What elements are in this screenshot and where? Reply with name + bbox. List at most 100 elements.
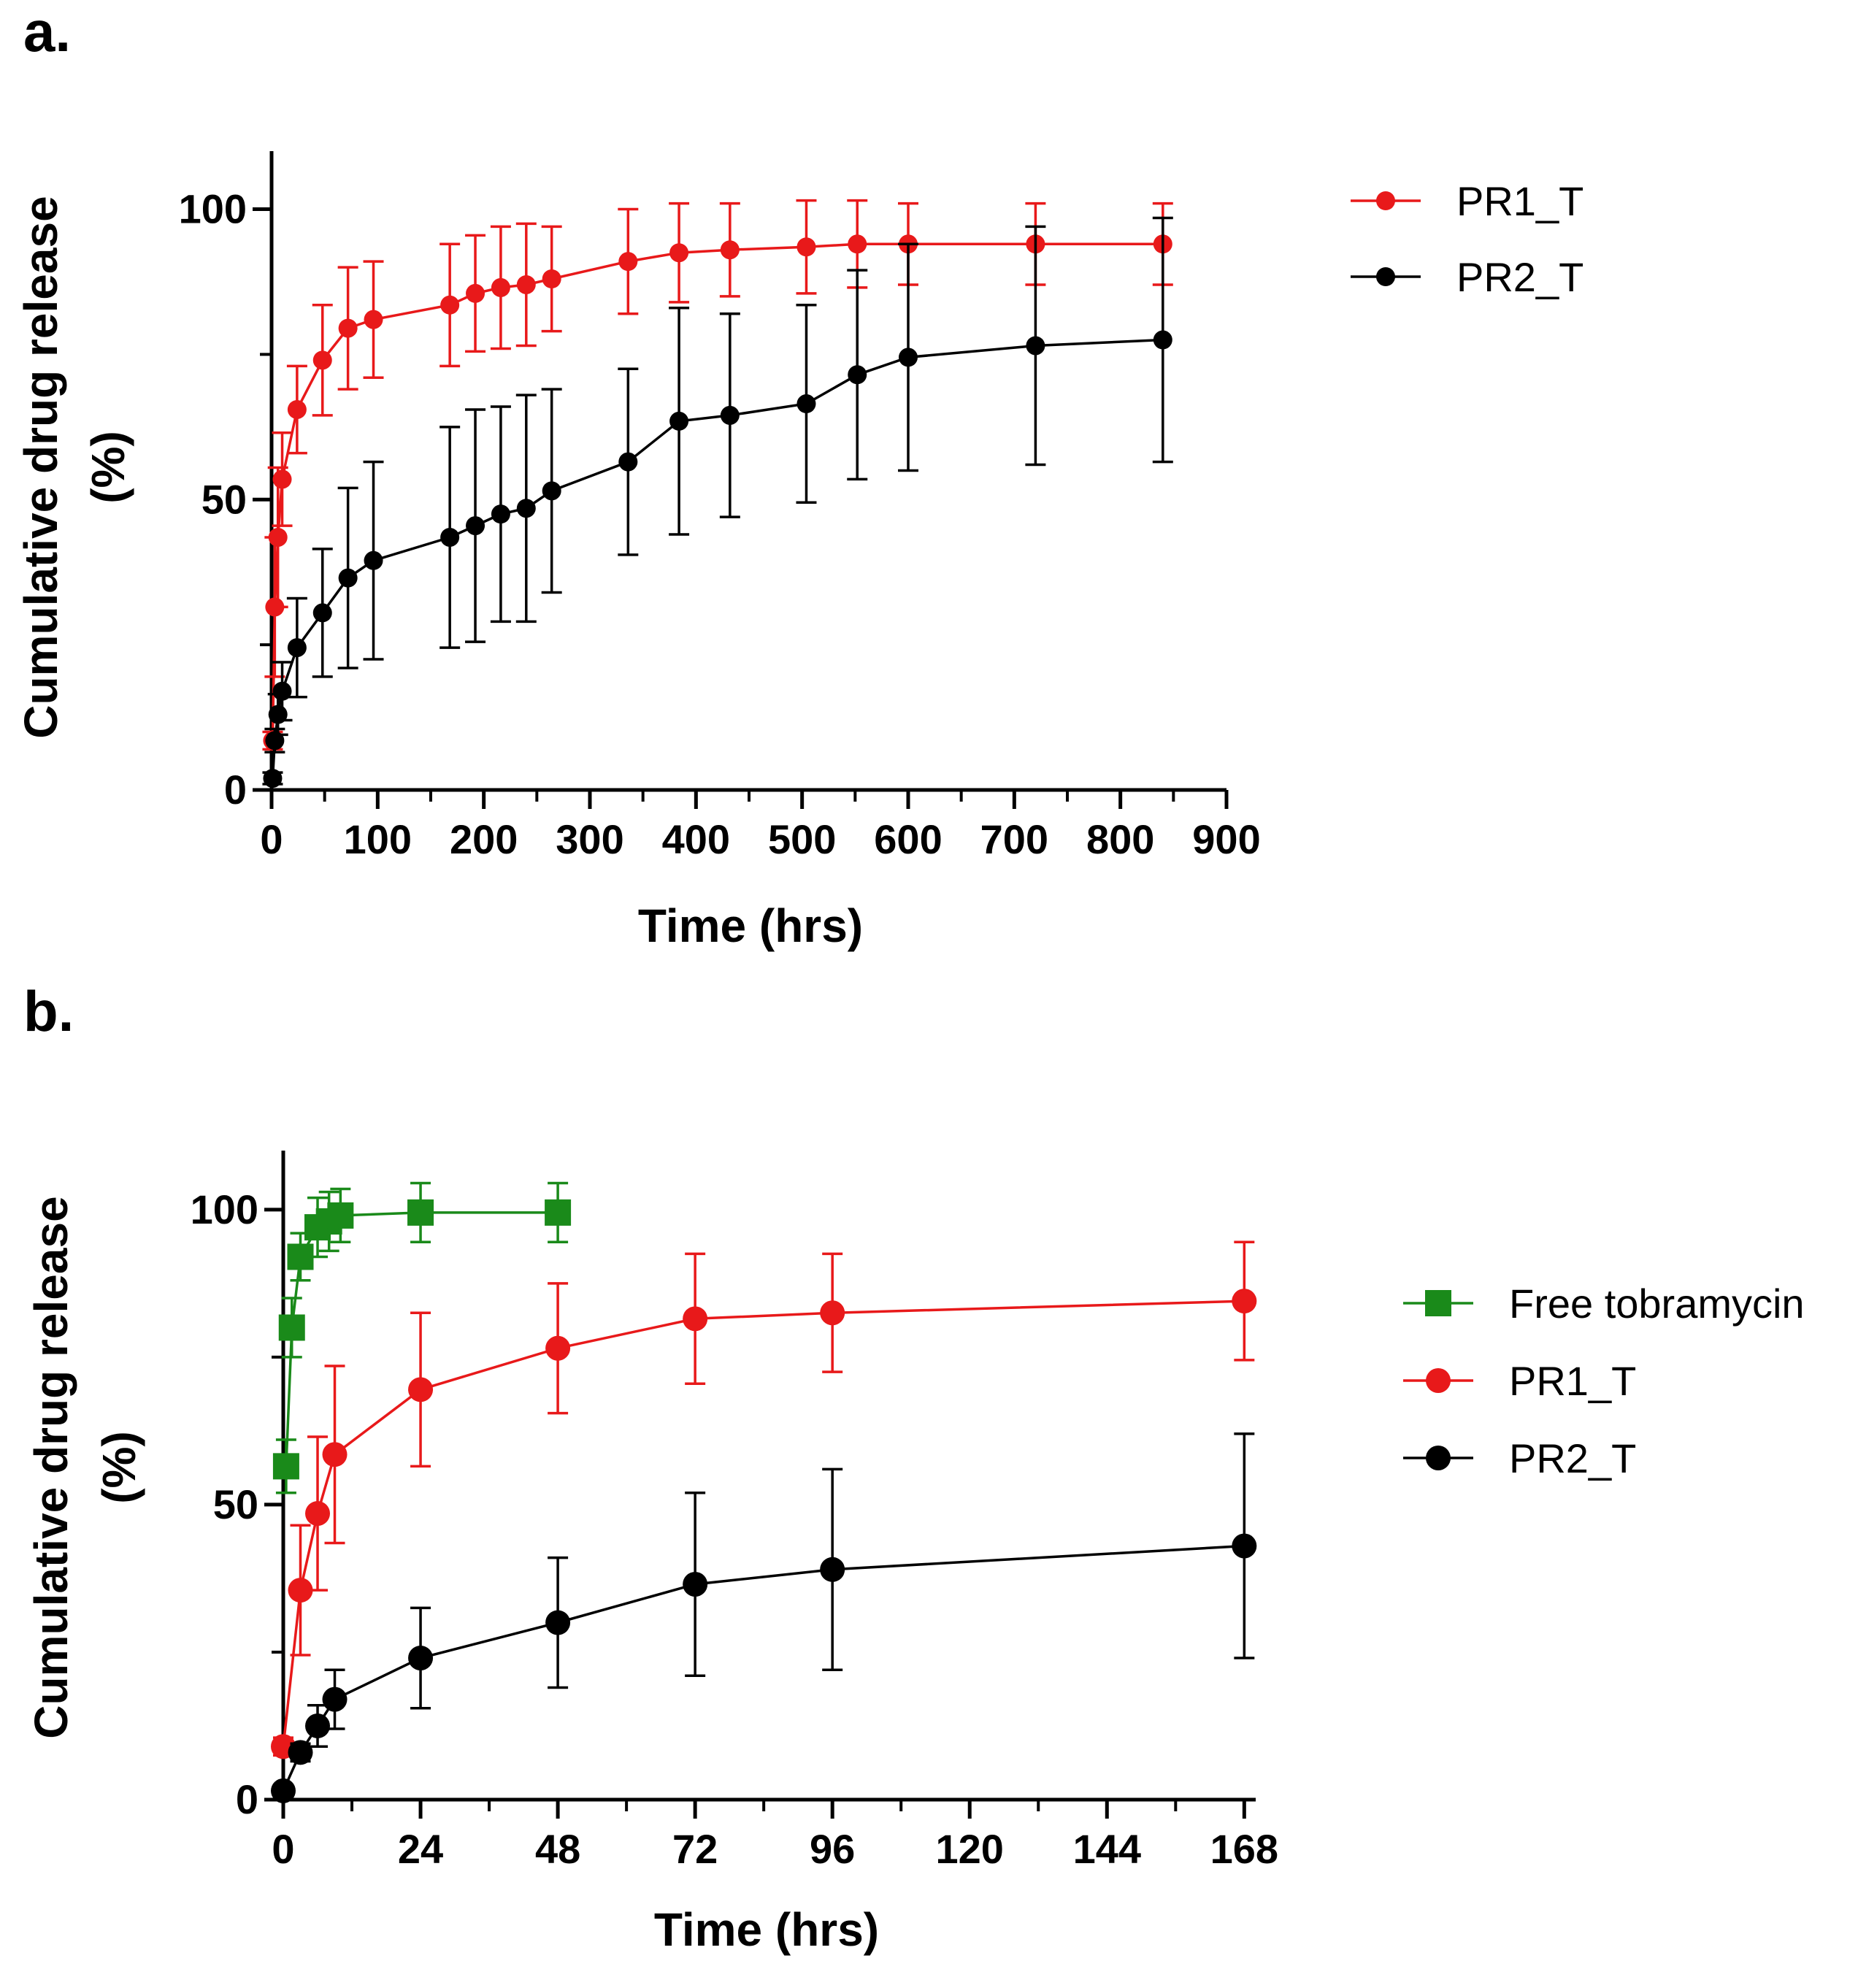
x-tick-label-b: 0 <box>272 1826 294 1872</box>
series-pr1-t-b <box>271 1240 1257 1759</box>
data-point <box>327 1202 354 1229</box>
data-point <box>305 1501 331 1527</box>
data-point <box>545 1610 571 1635</box>
panel-b: b. Cumulative drug release (%) Time (hrs)… <box>23 979 1805 1956</box>
data-point <box>268 705 288 724</box>
series-line <box>271 338 1163 779</box>
data-point <box>278 1314 305 1341</box>
data-point <box>288 1578 313 1603</box>
data-point <box>820 1557 845 1582</box>
data-point <box>287 638 307 658</box>
data-point <box>263 769 283 788</box>
legend-marker <box>1376 191 1395 210</box>
data-point <box>516 499 536 518</box>
legend-b: Free tobramycin PR1_T PR2_T <box>1403 1281 1805 1481</box>
x-tick-label-a: 800 <box>1086 816 1154 862</box>
data-point <box>364 310 383 329</box>
data-point <box>408 1646 434 1671</box>
legend-marker <box>1426 1446 1451 1470</box>
data-point <box>796 237 816 257</box>
data-point <box>272 469 292 489</box>
y-axis-title-line2-b: (%) <box>93 1431 145 1504</box>
series-line <box>282 1300 1245 1747</box>
data-point <box>288 1740 313 1765</box>
data-point <box>899 348 918 367</box>
y-tick-label-b: 0 <box>236 1776 258 1822</box>
y-axis-title-line2-a: (%) <box>82 431 134 504</box>
x-tick-label-a: 100 <box>344 816 412 862</box>
legend-label: Free tobramycin <box>1509 1281 1805 1327</box>
x-tick-label-a: 900 <box>1192 816 1260 862</box>
data-point <box>720 405 740 425</box>
y-axis-title-line1-b: Cumulative drug release <box>25 1196 77 1738</box>
data-point <box>312 603 332 623</box>
y-tick-label-a: 0 <box>224 767 247 813</box>
x-tick-label-b: 72 <box>672 1826 718 1872</box>
legend-label: PR2_T <box>1456 254 1583 300</box>
data-point <box>1232 1289 1257 1314</box>
x-tick-label-a: 200 <box>450 816 518 862</box>
data-point <box>1232 1533 1257 1559</box>
x-tick-label-a: 500 <box>768 816 836 862</box>
data-point <box>683 1572 708 1597</box>
panel-label-a: a. <box>23 0 71 64</box>
data-point <box>265 597 285 617</box>
data-point <box>322 1442 348 1467</box>
x-tick-label-a: 600 <box>874 816 942 862</box>
data-point <box>491 277 510 297</box>
data-point <box>683 1306 708 1332</box>
x-tick-label-a: 400 <box>662 816 730 862</box>
x-tick-label-b: 96 <box>810 1826 855 1872</box>
y-tick-label-b: 100 <box>191 1186 258 1232</box>
series-pr2-t-a <box>262 216 1173 788</box>
legend-label: PR2_T <box>1509 1435 1636 1481</box>
data-point <box>720 240 740 260</box>
x-tick-label-b: 48 <box>535 1826 580 1872</box>
panel-label-b: b. <box>23 979 74 1043</box>
data-point <box>618 252 638 272</box>
data-point <box>312 350 332 370</box>
series-free-tobramycin-b <box>272 1181 572 1494</box>
data-point <box>440 527 460 547</box>
data-point <box>542 269 561 288</box>
data-point <box>545 1199 572 1226</box>
y-axis-title-a: Cumulative drug release (%) <box>15 196 134 738</box>
legend-marker <box>1425 1290 1451 1316</box>
data-point <box>820 1300 845 1326</box>
legend-label: PR1_T <box>1456 178 1583 224</box>
legend-a: PR1_T PR2_T <box>1351 178 1583 300</box>
x-tick-label-a: 0 <box>260 816 283 862</box>
data-point <box>272 1453 299 1480</box>
legend-marker <box>1376 267 1395 286</box>
data-point <box>491 504 510 524</box>
data-point <box>338 568 358 588</box>
x-tick-label-b: 24 <box>398 1826 443 1872</box>
data-point <box>408 1377 434 1402</box>
data-point <box>545 1335 571 1361</box>
x-tick-label-a: 700 <box>980 816 1048 862</box>
y-axis-title-b: Cumulative drug release (%) <box>25 1196 145 1738</box>
series-pr2-t-b <box>271 1432 1257 1803</box>
y-tick-label-a: 50 <box>201 476 247 522</box>
data-point <box>322 1686 348 1712</box>
data-point <box>516 275 536 294</box>
data-point <box>338 318 358 338</box>
data-point <box>272 681 292 701</box>
data-point <box>542 481 561 501</box>
data-point <box>271 1778 296 1803</box>
axes-a: 0 50 100 0 100 200 300 400 500 600 700 800 900 <box>179 151 1261 862</box>
data-point <box>796 394 816 414</box>
x-tick-label-b: 120 <box>936 1826 1004 1872</box>
data-point <box>287 399 307 419</box>
data-point <box>618 452 638 472</box>
panel-a: a. Cumulative drug release (%) Time (hrs)… <box>15 0 1583 952</box>
data-point <box>287 1243 314 1270</box>
data-point <box>466 516 485 536</box>
x-tick-label-a: 300 <box>556 816 623 862</box>
data-point <box>1026 336 1045 356</box>
x-axis-title-b: Time (hrs) <box>654 1903 879 1956</box>
data-point <box>440 295 460 315</box>
data-point <box>848 365 867 385</box>
data-point <box>669 411 689 431</box>
